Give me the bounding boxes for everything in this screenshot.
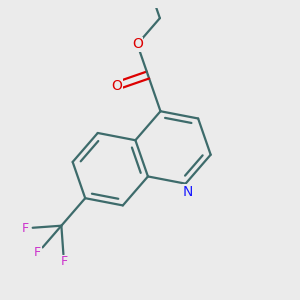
Text: O: O (112, 79, 123, 93)
Text: F: F (34, 247, 41, 260)
Text: N: N (183, 184, 194, 199)
Text: F: F (22, 222, 29, 235)
Text: F: F (60, 255, 68, 268)
Text: O: O (132, 37, 143, 51)
